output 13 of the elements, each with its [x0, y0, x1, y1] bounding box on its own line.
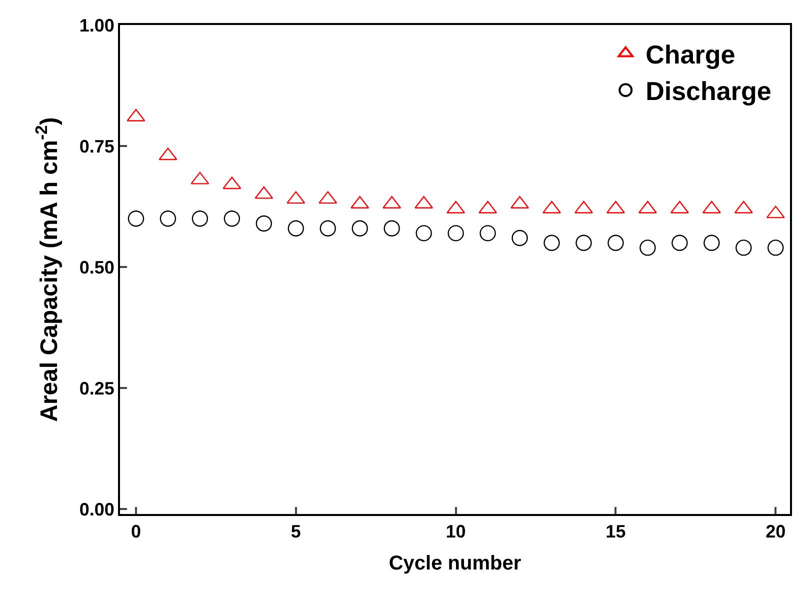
y-tick-label: 0.50	[79, 257, 114, 278]
y-tick-label: 1.00	[79, 15, 114, 36]
legend-label: Charge	[646, 39, 736, 70]
x-axis-title: Cycle number	[388, 552, 522, 575]
x-tick-label: 0	[130, 522, 141, 542]
y-tick-label: 0.75	[79, 136, 114, 156]
x-tick-label: 10	[446, 522, 466, 542]
x-tick-label: 15	[606, 522, 626, 542]
legend-label: Discharge	[646, 76, 772, 106]
x-tick-label: 20	[766, 522, 786, 542]
y-tick-label: 0.00	[79, 499, 114, 520]
x-tick-label: 5	[290, 522, 301, 542]
y-tick-label: 0.25	[79, 378, 114, 398]
